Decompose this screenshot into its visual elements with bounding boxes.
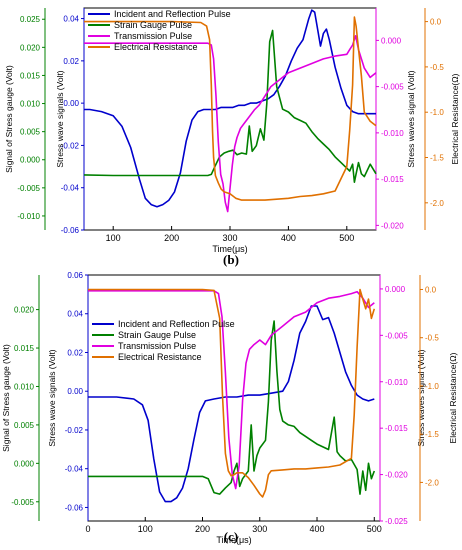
series-line-2 — [84, 34, 377, 213]
res-tick-label: -2.0 — [425, 478, 439, 487]
res-tick-label: -1.5 — [430, 154, 444, 163]
wave-tick-label: -0.02 — [65, 426, 84, 435]
strain-tick-label: 0.005 — [14, 421, 35, 430]
legend-label-0: Incident and Reflection Pulse — [118, 319, 235, 329]
trans-tick-label: 0.000 — [381, 36, 402, 45]
x-tick-label: 200 — [164, 233, 179, 243]
strain-tick-label: 0.010 — [20, 100, 41, 109]
res-tick-label: -1.5 — [425, 430, 439, 439]
wave-axis-title: Stress wave signals (Volt) — [47, 349, 57, 446]
trans-tick-label: -0.005 — [381, 83, 404, 92]
wave-tick-label: -0.04 — [61, 184, 80, 193]
wave-tick-label: 0.04 — [67, 310, 83, 319]
strain-tick-label: 0.020 — [20, 43, 41, 52]
chart-panel-b: 100 200 300 400 500Time(μs)-0.010-0.0050.000… — [4, 7, 460, 254]
res-tick-label: -1.0 — [425, 382, 439, 391]
res-tick-label: -0.5 — [425, 334, 439, 343]
series-line-3 — [88, 288, 376, 498]
wave-tick-label: -0.04 — [65, 465, 84, 474]
strain-tick-label: 0.000 — [14, 459, 35, 468]
x-tick-label: 0 — [85, 524, 90, 534]
strain-tick-label: 0.025 — [20, 15, 41, 24]
trans-axis-title: Stress waves signal (Volt) — [416, 349, 426, 446]
trans-tick-label: -0.015 — [381, 175, 404, 184]
strain-tick-label: 0.020 — [14, 306, 35, 315]
x-tick-label: 300 — [252, 524, 267, 534]
trans-axis-title: Stress waves signal (Volt) — [406, 70, 416, 167]
x-axis-label: Time(μs) — [216, 535, 251, 545]
strain-axis-title: Signal of Stress gauge (Volt) — [1, 344, 11, 452]
strain-tick-label: 0.010 — [14, 382, 35, 391]
strain-axis-title: Signal of Stress gauge (Volt) — [4, 65, 14, 173]
x-tick-label: 100 — [138, 524, 153, 534]
strain-tick-label: 0.015 — [14, 344, 35, 353]
legend-label-0: Incident and Reflection Pulse — [114, 9, 231, 19]
legend-label-3: Electrical Resistance — [118, 352, 202, 362]
caption-c: (c) — [223, 529, 239, 544]
res-tick-label: 0.0 — [430, 18, 442, 27]
strain-tick-label: 0.000 — [20, 156, 41, 165]
res-tick-label: 0.0 — [425, 285, 437, 294]
x-tick-label: 400 — [281, 233, 296, 243]
x-tick-label: 300 — [222, 233, 237, 243]
strain-tick-label: -0.010 — [17, 212, 40, 221]
trans-tick-label: -0.025 — [385, 517, 408, 526]
legend-label-2: Transmission Pulse — [118, 341, 196, 351]
series-line-0 — [88, 305, 375, 503]
legend-label-2: Transmission Pulse — [114, 31, 192, 41]
trans-tick-label: -0.010 — [385, 378, 408, 387]
x-axis-label: Time(μs) — [212, 244, 247, 254]
trans-tick-label: -0.010 — [381, 129, 404, 138]
legend-label-1: Strain Gauge Pulse — [118, 330, 196, 340]
x-tick-label: 400 — [310, 524, 325, 534]
res-tick-label: -1.0 — [430, 108, 444, 117]
trans-tick-label: -0.005 — [385, 331, 408, 340]
trans-tick-label: -0.020 — [385, 471, 408, 480]
wave-tick-label: 0.06 — [67, 271, 83, 280]
res-axis-title: Electrical Resistance(Ω) — [448, 352, 458, 443]
x-tick-label: 500 — [367, 524, 382, 534]
x-tick-label: 100 — [106, 233, 121, 243]
legend-label-3: Electrical Resistance — [114, 42, 198, 52]
wave-tick-label: -0.02 — [61, 141, 80, 150]
strain-tick-label: -0.005 — [11, 498, 34, 507]
caption-b: (b) — [223, 252, 239, 267]
series-line-1 — [83, 29, 377, 183]
trans-tick-label: -0.015 — [385, 424, 408, 433]
wave-tick-label: -0.06 — [61, 226, 80, 235]
res-axis-title: Electrical Resistance(Ω) — [450, 73, 460, 164]
wave-tick-label: 0.02 — [67, 348, 83, 357]
trans-tick-label: 0.000 — [385, 285, 406, 294]
wave-tick-label: 0.04 — [63, 15, 79, 24]
legend-label-1: Strain Gauge Pulse — [114, 20, 192, 30]
wave-tick-label: 0.02 — [63, 57, 79, 66]
wave-tick-label: 0.00 — [63, 99, 79, 108]
series-line-3 — [84, 16, 377, 201]
res-tick-label: -2.0 — [430, 199, 444, 208]
series-line-0 — [84, 9, 376, 208]
x-tick-label: 500 — [339, 233, 354, 243]
wave-axis-title: Stress wave signals (Volt) — [55, 70, 65, 167]
x-tick-label: 200 — [195, 524, 210, 534]
trans-tick-label: -0.020 — [381, 221, 404, 230]
wave-tick-label: -0.06 — [65, 503, 84, 512]
strain-tick-label: 0.005 — [20, 128, 41, 137]
chart-panel-c: 0 100 200 300 400 500 Time(μs) -0.005 0.000 0.005… — [1, 271, 458, 545]
strain-tick-label: -0.005 — [17, 184, 40, 193]
res-tick-label: -0.5 — [430, 63, 444, 72]
strain-tick-label: 0.015 — [20, 71, 41, 80]
wave-tick-label: 0.00 — [67, 387, 83, 396]
